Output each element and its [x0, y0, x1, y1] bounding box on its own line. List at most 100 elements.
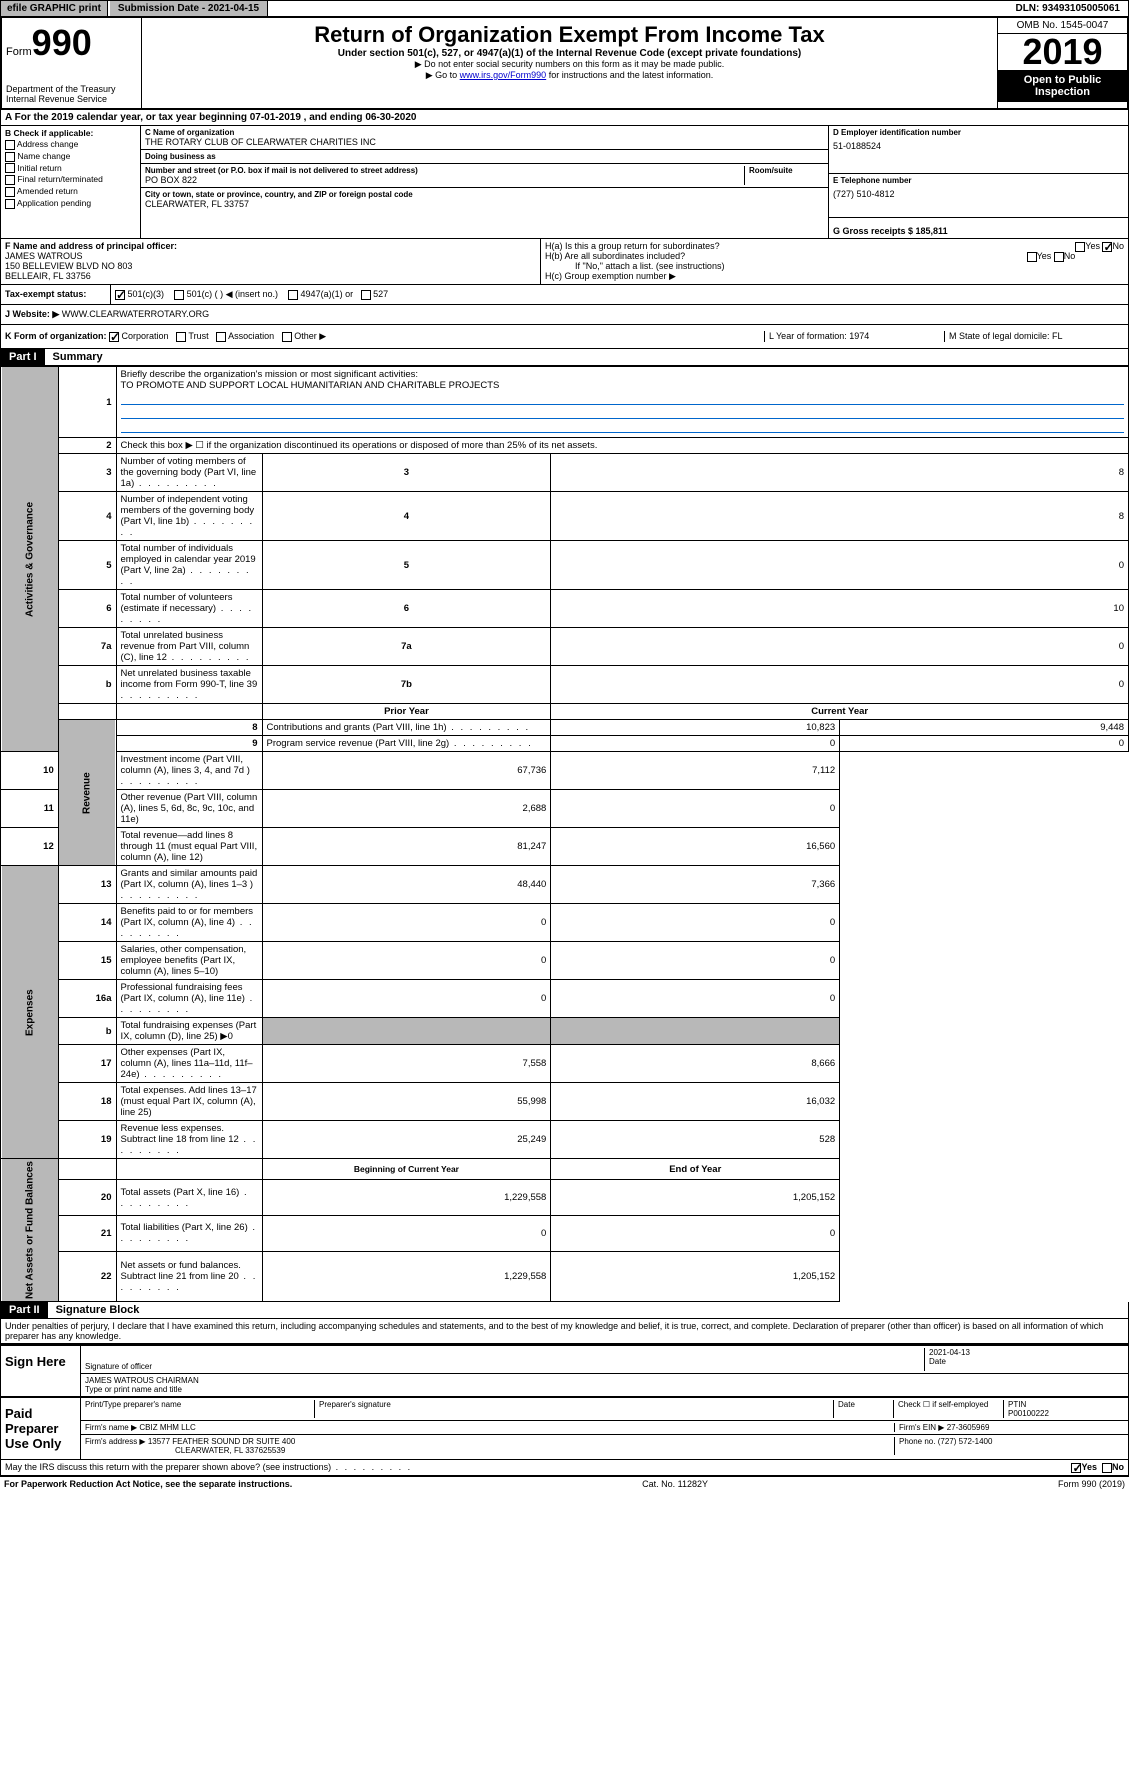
firm-city: CLEARWATER, FL 337625539 — [85, 1446, 285, 1455]
side-net: Net Assets or Fund Balances — [1, 1159, 59, 1302]
col-begin: Beginning of Current Year — [262, 1159, 551, 1180]
header-center: Return of Organization Exempt From Incom… — [142, 18, 997, 108]
irs-label: Internal Revenue Service — [6, 94, 137, 104]
dept-treasury: Department of the Treasury — [6, 84, 137, 94]
rev-row: 10Investment income (Part VIII, column (… — [1, 752, 1129, 790]
col-current: Current Year — [551, 704, 1129, 720]
org-address: PO BOX 822 — [145, 175, 744, 185]
part2-title: Signature Block — [48, 1302, 148, 1318]
cb-assoc[interactable] — [216, 332, 226, 342]
cb-name[interactable]: Name change — [5, 151, 136, 162]
side-revenue: Revenue — [58, 720, 116, 866]
gov-row: bNet unrelated business taxable income f… — [1, 666, 1129, 704]
cb-pending[interactable]: Application pending — [5, 198, 136, 209]
info-grid: B Check if applicable: Address change Na… — [0, 126, 1129, 239]
firm-addr: 13577 FEATHER SOUND DR SUITE 400 — [148, 1437, 295, 1446]
org-name: THE ROTARY CLUB OF CLEARWATER CHARITIES … — [145, 137, 824, 147]
hb-label: H(b) Are all subordinates included? — [545, 251, 685, 261]
part1-header-row: Part I Summary — [0, 349, 1129, 366]
tax-year: 2019 — [998, 34, 1127, 70]
cb-discuss-yes[interactable] — [1071, 1463, 1081, 1473]
part1-title: Summary — [45, 349, 111, 365]
addr-label: Number and street (or P.O. box if mail i… — [145, 166, 744, 175]
preparer-section: Paid Preparer Use Only Print/Type prepar… — [0, 1397, 1129, 1460]
phone: (727) 510-4812 — [833, 189, 1124, 199]
prep-phone: (727) 572-1400 — [938, 1437, 993, 1446]
cb-4947[interactable] — [288, 290, 298, 300]
summary-table: Activities & Governance 1 Briefly descri… — [0, 366, 1129, 1302]
self-employed: Check ☐ if self-employed — [894, 1400, 1004, 1418]
discuss-row: May the IRS discuss this return with the… — [0, 1460, 1129, 1476]
exp-row: 17Other expenses (Part IX, column (A), l… — [1, 1045, 1129, 1083]
officer-printed: JAMES WATROUS CHAIRMAN — [85, 1376, 1124, 1385]
submission-date: Submission Date - 2021-04-15 — [110, 1, 268, 16]
b-label: B Check if applicable: — [5, 128, 136, 138]
prep-sig-label: Preparer's signature — [315, 1400, 834, 1418]
firm-addr-label: Firm's address ▶ — [85, 1437, 146, 1446]
ein: 51-0188524 — [833, 141, 1124, 151]
col-prior: Prior Year — [262, 704, 551, 720]
net-row: 22Net assets or fund balances. Subtract … — [1, 1251, 1129, 1301]
type-name-label: Type or print name and title — [85, 1385, 182, 1394]
cb-discuss-no[interactable] — [1102, 1463, 1112, 1473]
side-expenses: Expenses — [1, 866, 59, 1159]
city-label: City or town, state or province, country… — [145, 190, 824, 199]
top-bar: efile GRAPHIC print Submission Date - 20… — [0, 0, 1129, 17]
prep-name-label: Print/Type preparer's name — [85, 1400, 315, 1418]
website: WWW.CLEARWATERROTARY.ORG — [62, 309, 209, 319]
cb-501c[interactable] — [174, 290, 184, 300]
form-header: Form990 Department of the Treasury Inter… — [0, 17, 1129, 110]
rev-row: 9Program service revenue (Part VIII, lin… — [1, 736, 1129, 752]
ptin-label: PTIN — [1008, 1400, 1026, 1409]
firm-name-label: Firm's name ▶ — [85, 1423, 137, 1432]
gov-row: 6Total number of volunteers (estimate if… — [1, 590, 1129, 628]
ptin: P00100222 — [1008, 1409, 1049, 1418]
mission: TO PROMOTE AND SUPPORT LOCAL HUMANITARIA… — [121, 380, 500, 391]
g-label: G Gross receipts $ 185,811 — [833, 226, 948, 236]
part2-badge: Part II — [1, 1302, 48, 1318]
exp-row: 18Total expenses. Add lines 13–17 (must … — [1, 1083, 1129, 1121]
date-label: Date — [929, 1357, 946, 1366]
i-label: Tax-exempt status: — [1, 285, 111, 304]
header-right: OMB No. 1545-0047 2019 Open to Public In… — [997, 18, 1127, 108]
gov-row: 4Number of independent voting members of… — [1, 492, 1129, 541]
firm-ein: 27-3605969 — [947, 1423, 990, 1432]
officer-city: BELLEAIR, FL 33756 — [5, 271, 536, 281]
cb-initial[interactable]: Initial return — [5, 163, 136, 174]
cb-527[interactable] — [361, 290, 371, 300]
cb-corp[interactable] — [109, 332, 119, 342]
j-label: J Website: ▶ — [5, 309, 59, 319]
phone-label: Phone no. — [899, 1437, 935, 1446]
firm-ein-label: Firm's EIN ▶ — [899, 1423, 944, 1432]
officer-addr: 150 BELLEVIEW BLVD NO 803 — [5, 261, 536, 271]
m-state: M State of legal domicile: FL — [944, 331, 1124, 342]
inspection-label: Open to Public Inspection — [998, 70, 1127, 102]
form-title: Return of Organization Exempt From Incom… — [146, 22, 993, 48]
q2: Check this box ▶ ☐ if the organization d… — [116, 438, 1129, 454]
net-row: 20Total assets (Part X, line 16)1,229,55… — [1, 1180, 1129, 1216]
cb-final[interactable]: Final return/terminated — [5, 174, 136, 185]
cb-other[interactable] — [282, 332, 292, 342]
section-f: F Name and address of principal officer:… — [1, 239, 541, 284]
form-number: 990 — [32, 22, 92, 63]
gov-row: 3Number of voting members of the governi… — [1, 454, 1129, 492]
form-footer: Form 990 (2019) — [1058, 1479, 1125, 1489]
irs-link[interactable]: www.irs.gov/Form990 — [460, 70, 547, 80]
exp-row: 14Benefits paid to or for members (Part … — [1, 904, 1129, 942]
paperwork-notice: For Paperwork Reduction Act Notice, see … — [4, 1479, 292, 1489]
exp-row: bTotal fundraising expenses (Part IX, co… — [1, 1018, 1129, 1045]
note2-post: for instructions and the latest informat… — [546, 70, 713, 80]
cb-501c3[interactable] — [115, 290, 125, 300]
efile-label[interactable]: efile GRAPHIC print — [1, 1, 108, 16]
gov-row: 7aTotal unrelated business revenue from … — [1, 628, 1129, 666]
cb-amended[interactable]: Amended return — [5, 186, 136, 197]
row-j: J Website: ▶ WWW.CLEARWATERROTARY.ORG — [0, 305, 1129, 325]
firm-name: CBIZ MHM LLC — [139, 1423, 195, 1432]
exp-row: 15Salaries, other compensation, employee… — [1, 942, 1129, 980]
exp-row: 19Revenue less expenses. Subtract line 1… — [1, 1121, 1129, 1159]
row-k: K Form of organization: Corporation Trus… — [0, 325, 1129, 349]
cb-trust[interactable] — [176, 332, 186, 342]
section-c: C Name of organization THE ROTARY CLUB O… — [141, 126, 828, 238]
cb-address[interactable]: Address change — [5, 139, 136, 150]
sig-date: 2021-04-13 — [929, 1348, 1124, 1357]
